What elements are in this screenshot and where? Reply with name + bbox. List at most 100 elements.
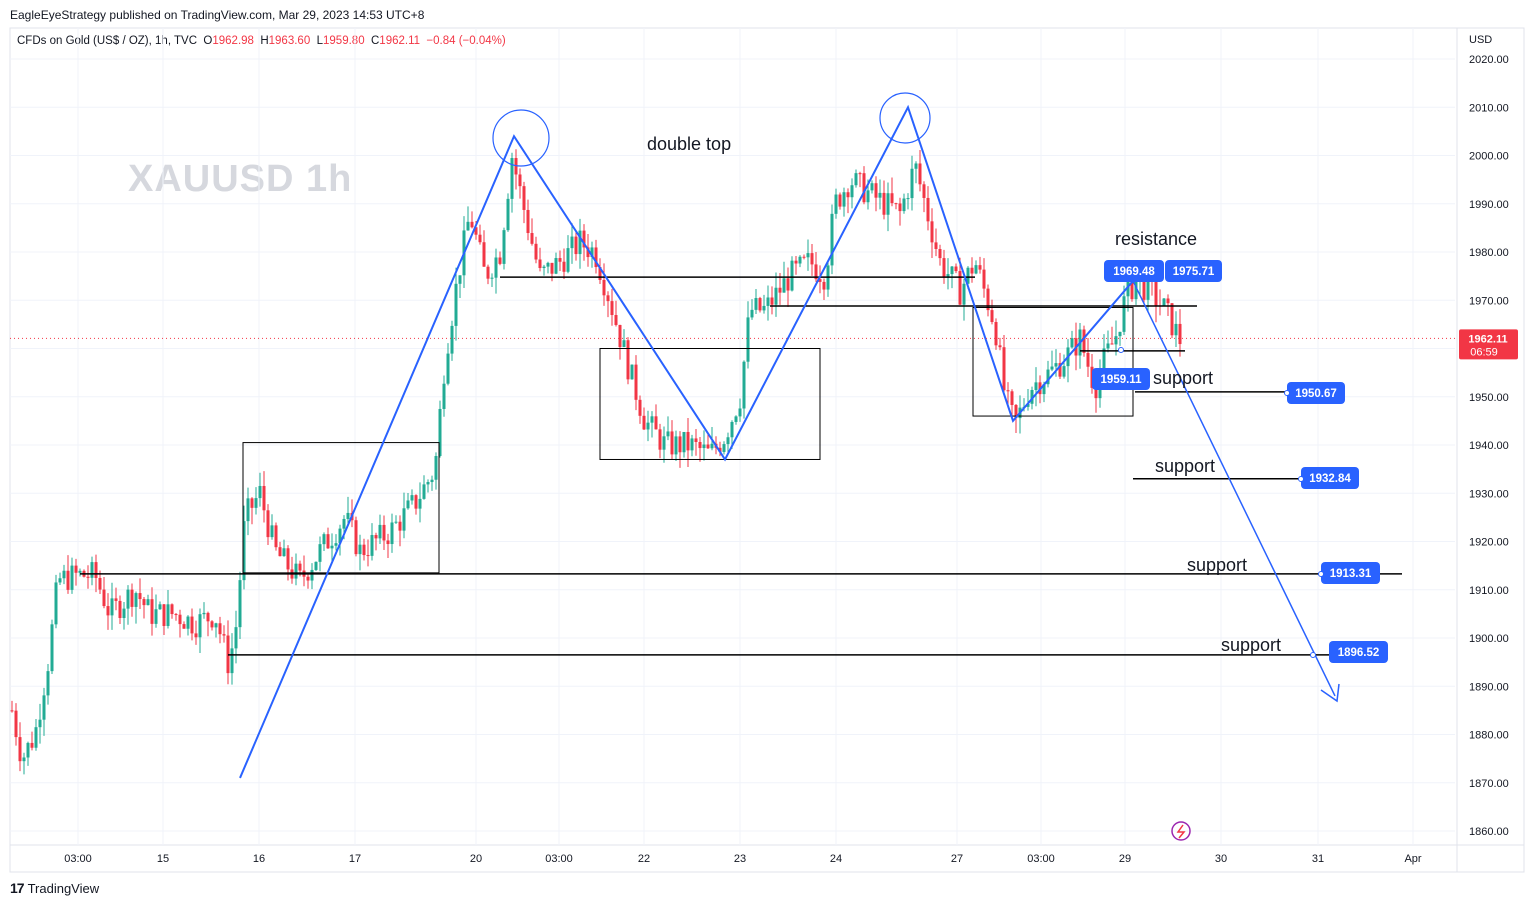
candle-body [1046,369,1050,385]
candle-body [270,525,274,538]
candle-body [498,257,502,264]
candle-body [662,436,666,450]
candle-body [730,421,734,438]
price-callout-value: 1896.52 [1338,647,1380,659]
candle-body [890,193,894,204]
candle-body [630,364,634,380]
candle-body [1142,278,1146,300]
candle-body [1114,336,1118,345]
candle-body [782,278,786,293]
candle-body [242,521,246,581]
footer[interactable]: 17 TradingView [10,880,99,896]
candle-body [794,260,798,264]
candle-body [806,253,810,258]
candle-body [766,297,770,306]
candle-body [1102,348,1106,374]
candle-body [998,345,1002,348]
consolidation-box [972,306,1134,417]
candle-body [950,266,954,275]
candle-body [50,624,54,672]
candle-body [866,190,870,203]
candle-body [694,438,698,442]
candle-body [38,719,42,728]
candle-body [454,283,458,326]
candle-body [658,429,662,450]
y-tick-label: 2000.00 [1469,151,1509,163]
candle-body [742,361,746,409]
candle-body [1082,329,1086,353]
candle-body [598,267,602,280]
candle-body [158,604,162,610]
candle-body [374,535,378,539]
candle-body [938,249,942,259]
candle-body [426,482,430,485]
price-callout-value: 1913.31 [1330,568,1372,580]
candle-body [446,353,450,384]
peak-circle [492,109,550,167]
candle-body [258,485,262,499]
x-tick-label: 20 [470,853,482,865]
candle-body [962,283,966,305]
candle-body [114,598,118,601]
candle-body [370,535,374,556]
last-price-value: 1962.11 [1468,333,1507,345]
drawings [10,92,1455,779]
candle-body [574,236,578,255]
candle-body [174,614,178,616]
candle-body [522,186,526,210]
candle-body [518,174,522,187]
candle-body [1166,298,1170,304]
candle-body [230,648,234,674]
symbol-watermark: XAUUSD 1h [128,158,353,200]
x-tick-label: 17 [349,853,361,865]
candle-body [726,437,730,445]
candle-body [870,183,874,191]
candle-body [486,266,490,279]
candle-body [502,230,506,264]
candle-body [210,621,214,628]
candle-body [942,258,946,277]
candle-body [246,498,250,522]
x-tick-label: 16 [253,853,265,865]
candle-body [1002,347,1006,391]
candle-body [1146,275,1150,300]
lightning-bolt-icon [1176,824,1186,839]
price-callout [1321,562,1380,584]
candle-body [434,456,438,480]
y-tick-label: 2020.00 [1469,54,1509,66]
candle-body [198,614,202,638]
x-tick-label: 23 [734,853,746,865]
candle-body [70,565,74,590]
x-axis: 03:00 15 16 17 20 03:00 22 23 24 27 03:00 29 30 31 Apr [64,853,1422,865]
candle-body [618,324,622,348]
candle-body [366,555,370,557]
close-value: 1962.11 [379,35,421,47]
x-tick-label: 29 [1119,853,1131,865]
annotation-labels: double top resistance support support suppor… [647,134,1388,841]
candle-body [626,340,630,380]
footer-brand: TradingView [27,880,100,896]
candle-body [286,548,290,570]
candle-body [550,262,554,274]
candle-body [142,599,146,606]
candle-body [390,522,394,545]
tradingview-logo-icon: 17 [10,880,25,896]
instrument-legend[interactable]: CFDs on Gold (US$ / OZ), 1h, TVC O1962.9… [17,35,506,47]
last-price-countdown: 06:59 [1470,346,1498,358]
candle-body [1106,343,1110,349]
candle-body [834,194,838,214]
y-tick-label: 1990.00 [1469,199,1509,211]
price-callout [1329,641,1388,663]
candle-body [1042,384,1046,395]
candle-body [1062,366,1066,377]
candle-body [526,209,530,234]
candle-body [926,197,930,222]
candle-body [1014,404,1018,419]
candle-body [58,578,62,583]
candle-body [74,565,78,573]
instrument-name: CFDs on Gold (US$ / OZ), 1h, TVC [17,35,198,47]
price-callout [1104,260,1164,282]
x-tick-label: 03:00 [1027,853,1055,865]
candle-body [130,589,134,607]
